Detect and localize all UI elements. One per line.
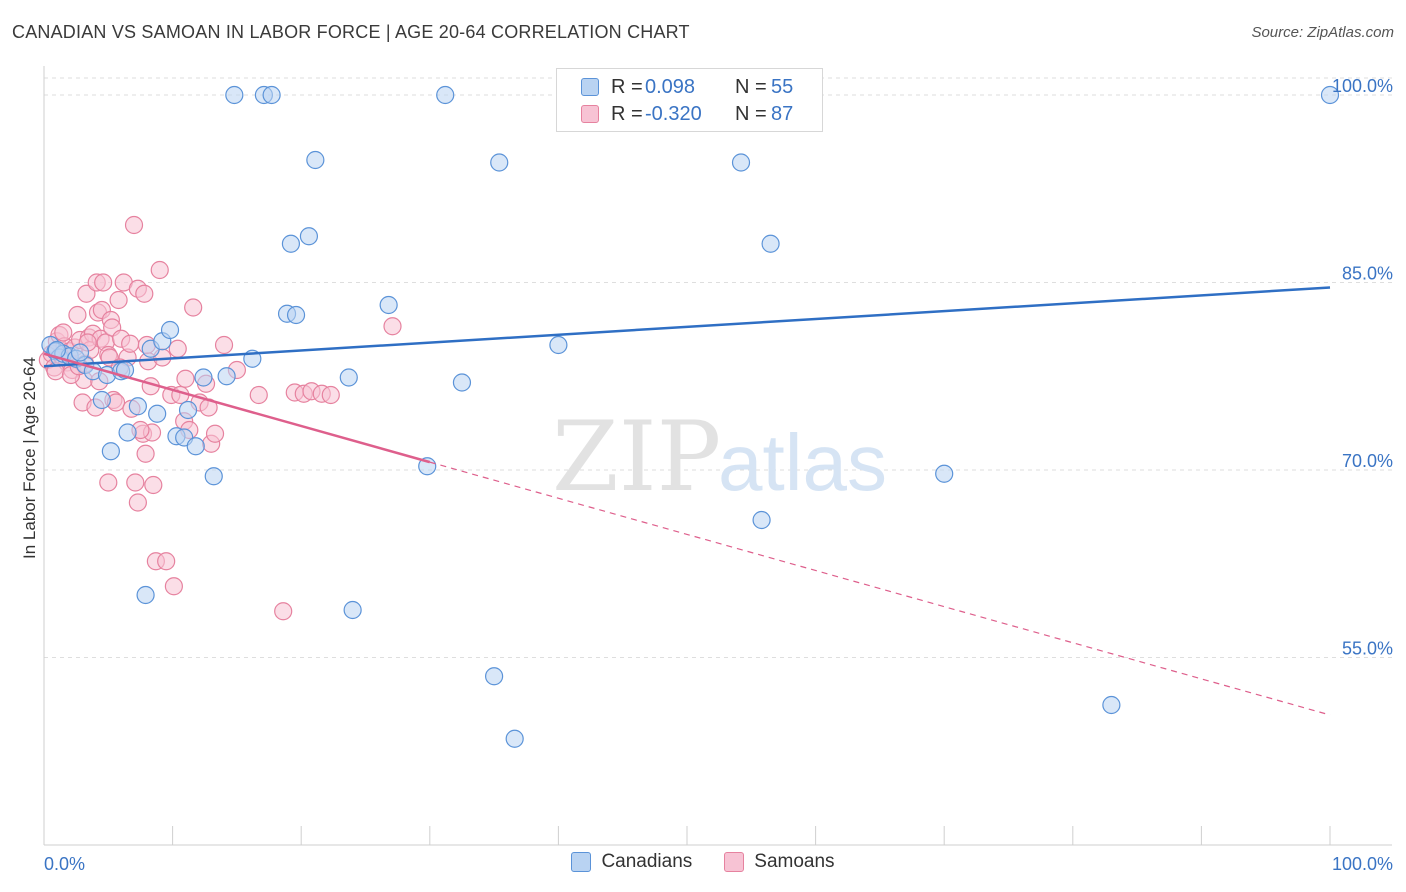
samoan-point-58 (184, 298, 203, 317)
canadian-point-22 (186, 437, 205, 456)
canadian-point-26 (225, 85, 244, 105)
grid-layer (44, 77, 1392, 658)
samoan-point-70 (321, 385, 340, 405)
samoan-point-11 (68, 305, 87, 325)
canadian-point-21 (178, 400, 198, 420)
samoan-point-73 (54, 323, 73, 342)
watermark: ZIP atlas (552, 401, 887, 513)
canadian-point-51 (1320, 85, 1340, 105)
samoan-point-62 (205, 424, 225, 443)
canadian-point-34 (306, 150, 325, 170)
samoan-point-44 (136, 444, 155, 463)
canadian-point-40 (452, 373, 472, 392)
y-tick-label-2: 85.0% (1342, 264, 1393, 284)
samoan-point-63 (214, 335, 234, 355)
canadian-point-43 (505, 729, 524, 748)
samoan-point-43 (135, 284, 154, 303)
y-tick-label-3: 100.0% (1332, 76, 1393, 96)
samoan-point-65 (274, 602, 293, 621)
canadian-point-44 (549, 335, 568, 355)
canadian-point-29 (262, 85, 281, 105)
trend-lines (43, 286, 1331, 716)
chart-title: CANADIAN VS SAMOAN IN LABOR FORCE | AGE … (12, 22, 690, 42)
samoan-point-33 (109, 290, 128, 310)
canadian-point-46 (731, 153, 751, 172)
canadian-point-37 (379, 295, 398, 315)
canadian-point-18 (160, 320, 180, 340)
legend-n-label: N = (735, 102, 767, 125)
canadian-point-42 (490, 153, 509, 172)
legend-swatch-samoans (581, 105, 599, 123)
series-legend: Canadians Samoans (0, 851, 1406, 873)
samoan-point-51 (157, 552, 176, 571)
samoan-point-48 (144, 475, 163, 495)
legend-row-canadians: R = 0.098 N = 55 (581, 74, 793, 100)
canadian-point-39 (436, 85, 455, 105)
samoan-point-28 (99, 473, 118, 492)
x-tick-label-0: 0.0% (44, 854, 85, 874)
canadian-point-8 (92, 390, 111, 410)
samoan-point-25 (94, 273, 113, 292)
canadian-point-35 (339, 368, 358, 387)
legend-swatch-canadians (571, 852, 592, 872)
watermark-zip: ZIP (552, 401, 721, 513)
samoan-point-38 (124, 215, 144, 235)
samoan-point-16 (77, 284, 96, 303)
canadian-point-12 (118, 423, 137, 442)
canadian-trend-line (43, 286, 1331, 368)
canadian-point-24 (204, 467, 223, 486)
legend-r-label: R = (611, 75, 643, 98)
legend-row-samoans: R = -0.320 N = 87 (581, 101, 793, 127)
samoan-point-37 (121, 334, 140, 353)
canadian-point-36 (343, 600, 362, 620)
canadian-point-50 (1102, 695, 1121, 715)
canadian-point-25 (217, 367, 236, 386)
legend-r-value: -0.320 (645, 102, 702, 125)
canadian-point-23 (194, 368, 213, 387)
y-tick-label-0: 55.0% (1342, 639, 1393, 659)
legend-swatch-samoans (724, 852, 745, 872)
samoan-point-41 (128, 493, 147, 512)
source-credit: Source: ZipAtlas.com (1251, 24, 1394, 41)
samoan-point-39 (126, 473, 145, 492)
canadian-point-14 (136, 585, 155, 605)
canadian-point-53 (70, 343, 90, 362)
canadian-point-13 (128, 397, 147, 416)
legend-r-value: 0.098 (645, 75, 696, 98)
legend-n-value: 55 (771, 75, 794, 98)
canadian-point-33 (299, 227, 319, 246)
canadian-point-16 (148, 404, 167, 423)
samoan-point-54 (168, 339, 187, 358)
canadian-point-31 (281, 234, 301, 253)
y-tick-label-1: 70.0% (1342, 451, 1393, 471)
canadian-point-47 (752, 510, 771, 530)
samoan-point-71 (383, 317, 402, 336)
legend-label-canadians: Canadians (601, 851, 693, 872)
samoan-point-84 (176, 369, 195, 388)
canadian-point-41 (485, 667, 504, 686)
samoan-trend-extension (429, 461, 1331, 716)
legend-label-samoans: Samoans (754, 851, 835, 872)
correlation-legend: R = 0.098 N = 55 R = -0.320 N = 87 (556, 68, 823, 132)
samoan-point-50 (150, 260, 169, 280)
samoan-point-53 (164, 577, 183, 596)
watermark-atlas: atlas (718, 418, 887, 507)
tick-labels: 55.0% 70.0% 85.0% 100.0% 0.0% 100.0% (44, 76, 1393, 874)
canadian-point-32 (286, 305, 306, 325)
axis-layer (43, 66, 1392, 846)
legend-n-label: N = (735, 75, 767, 98)
samoan-point-64 (249, 385, 268, 405)
legend-swatch-canadians (581, 78, 599, 96)
canadian-point-49 (935, 464, 954, 483)
legend-n-value: 87 (771, 102, 794, 125)
legend-item-samoans: Samoans (724, 851, 835, 873)
legend-r-label: R = (611, 102, 643, 125)
x-tick-label-1: 100.0% (1332, 854, 1393, 874)
samoan-trend-line (43, 352, 431, 464)
canadian-point-10 (101, 442, 120, 461)
legend-item-canadians: Canadians (571, 851, 692, 873)
canadian-point-48 (761, 234, 780, 253)
samoan-points (38, 215, 402, 621)
